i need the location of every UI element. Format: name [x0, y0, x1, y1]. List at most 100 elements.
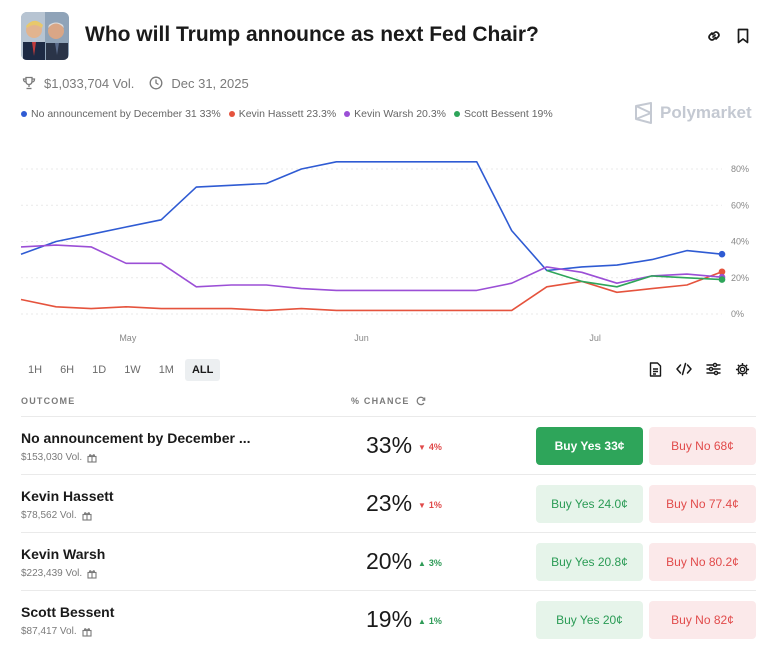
- outcome-row[interactable]: Kevin Hassett $78,562 Vol. 23% ▼ 1% Buy Y…: [21, 474, 756, 532]
- buy-no-button[interactable]: Buy No 77.4¢: [649, 485, 756, 523]
- chance-change-value: 1%: [428, 616, 442, 626]
- outcome-volume: $223,439 Vol.: [21, 568, 97, 579]
- clock-icon: [148, 75, 164, 91]
- brand-name: Polymarket: [660, 103, 752, 122]
- x-tick-label: Jun: [354, 333, 369, 343]
- outcomes-list: No announcement by December ... $153,030…: [21, 416, 756, 648]
- series-line: [546, 269, 723, 288]
- price-chart[interactable]: 80% 60% 40% 20% 0% May Jun Jul: [0, 140, 768, 350]
- document-icon[interactable]: [647, 360, 663, 378]
- refresh-icon[interactable]: [416, 396, 426, 406]
- down-arrow-icon: ▼: [418, 442, 426, 452]
- timeframe-selector: 1H 6H 1D 1W 1M ALL: [21, 358, 224, 382]
- timeframe-1d[interactable]: 1D: [92, 364, 107, 376]
- legend-label: No announcement by December 31 33%: [31, 108, 221, 120]
- outcome-name: Kevin Warsh: [21, 546, 106, 562]
- trophy-icon: [21, 75, 37, 91]
- page-title: Who will Trump announce as next Fed Chai…: [85, 23, 539, 46]
- timeframe-all[interactable]: ALL: [184, 359, 221, 381]
- legend-label: Kevin Hassett 23.3%: [238, 108, 337, 120]
- chart-tools: [634, 360, 750, 378]
- buy-yes-button[interactable]: Buy Yes 33¢: [536, 427, 643, 465]
- buy-no-button[interactable]: Buy No 82¢: [649, 601, 756, 639]
- outcome-name: Kevin Hassett: [21, 488, 114, 504]
- buy-yes-button[interactable]: Buy Yes 20.8¢: [536, 543, 643, 581]
- market-thumbnail: [21, 12, 69, 60]
- series-line: [20, 161, 723, 272]
- chance-change-value: 3%: [428, 558, 442, 568]
- outcome-chance: 20%: [366, 548, 413, 574]
- chance-change-value: 4%: [428, 442, 442, 452]
- legend-label: Kevin Warsh 20.3%: [354, 108, 446, 120]
- chance-change: ▲ 3%: [418, 558, 442, 568]
- legend-item: Kevin Warsh 20.3%: [344, 108, 446, 120]
- sliders-icon[interactable]: [705, 360, 721, 378]
- gear-icon[interactable]: [734, 360, 750, 378]
- buy-no-button[interactable]: Buy No 68¢: [649, 427, 756, 465]
- legend-dot: [21, 111, 27, 117]
- buy-no-button[interactable]: Buy No 80.2¢: [649, 543, 756, 581]
- gift-icon: [87, 569, 97, 579]
- outcome-chance: 23%: [366, 490, 413, 516]
- outcome-volume: $153,030 Vol.: [21, 452, 97, 463]
- outcome-volume: $78,562 Vol.: [21, 510, 92, 521]
- y-tick-label: 20%: [731, 273, 749, 283]
- outcome-chance: 33%: [366, 432, 413, 458]
- chance-column-header: % CHANCE: [351, 396, 426, 406]
- legend-item: Scott Bessent 19%: [454, 108, 553, 120]
- chance-change: ▲ 1%: [418, 616, 442, 626]
- y-tick-label: 40%: [731, 237, 749, 247]
- legend-label: Scott Bessent 19%: [464, 108, 553, 120]
- outcome-name: Scott Bessent: [21, 604, 115, 620]
- gift-icon: [82, 511, 92, 521]
- outcome-row[interactable]: Scott Bessent $87,417 Vol. 19% ▲ 1% Buy Y…: [21, 590, 756, 648]
- market-meta: $1,033,704 Vol. Dec 31, 2025: [21, 74, 249, 92]
- y-tick-label: 60%: [731, 200, 749, 210]
- series-end-point: [718, 250, 726, 258]
- link-icon[interactable]: [704, 26, 724, 46]
- x-tick-label: May: [119, 333, 137, 343]
- outcome-volume-value: $223,439 Vol.: [21, 568, 83, 579]
- polymarket-logo: Polymarket: [634, 101, 752, 125]
- timeframe-1w[interactable]: 1W: [124, 364, 141, 376]
- outcome-name: No announcement by December ...: [21, 430, 251, 446]
- chance-change: ▼ 1%: [418, 500, 442, 510]
- legend-dot: [454, 111, 460, 117]
- outcome-volume-value: $87,417 Vol.: [21, 626, 77, 637]
- x-tick-label: Jul: [589, 333, 601, 343]
- gift-icon: [87, 453, 97, 463]
- legend-item: Kevin Hassett 23.3%: [228, 108, 337, 120]
- series-end-point: [718, 268, 726, 276]
- chance-change-value: 1%: [428, 500, 442, 510]
- legend-item: No announcement by December 31 33%: [21, 108, 221, 120]
- market-end-date: Dec 31, 2025: [171, 75, 249, 91]
- gift-icon: [82, 627, 92, 637]
- bookmark-icon[interactable]: [733, 26, 753, 46]
- outcome-row[interactable]: No announcement by December ... $153,030…: [21, 416, 756, 474]
- chance-header-label: % CHANCE: [351, 396, 410, 406]
- timeframe-6h[interactable]: 6H: [60, 364, 75, 376]
- down-arrow-icon: ▼: [418, 500, 426, 510]
- outcome-volume-value: $153,030 Vol.: [21, 452, 83, 463]
- buy-yes-button[interactable]: Buy Yes 24.0¢: [536, 485, 643, 523]
- up-arrow-icon: ▲: [418, 558, 426, 568]
- y-tick-label: 0%: [731, 309, 744, 319]
- timeframe-1h[interactable]: 1H: [28, 364, 43, 376]
- outcome-column-header: OUTCOME: [21, 396, 76, 406]
- series-end-point: [718, 276, 726, 283]
- embed-code-icon[interactable]: [676, 360, 692, 378]
- y-tick-label: 80%: [731, 164, 749, 174]
- outcome-volume: $87,417 Vol.: [21, 626, 92, 637]
- legend-dot: [228, 111, 235, 117]
- chance-change: ▼ 4%: [418, 442, 442, 452]
- market-header: Who will Trump announce as next Fed Chai…: [21, 12, 751, 62]
- legend-dot: [344, 111, 351, 117]
- market-volume: $1,033,704 Vol.: [44, 75, 135, 91]
- series-line: [20, 244, 723, 292]
- buy-yes-button[interactable]: Buy Yes 20¢: [536, 601, 643, 639]
- timeframe-1m[interactable]: 1M: [158, 364, 174, 376]
- outcome-row[interactable]: Kevin Warsh $223,439 Vol. 20% ▲ 3% Buy Ye…: [21, 532, 756, 590]
- series-line: [20, 271, 723, 312]
- up-arrow-icon: ▲: [418, 616, 426, 626]
- chart-legend: No announcement by December 31 33% Kevin…: [21, 106, 561, 122]
